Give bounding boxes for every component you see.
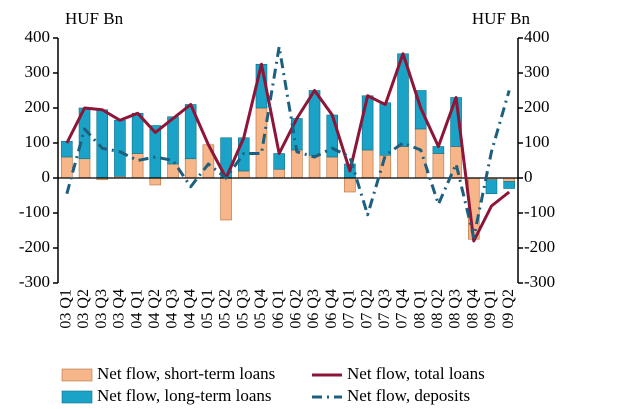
x-tick-label: 04 Q3 <box>164 289 181 329</box>
y2-tick-label: -100 <box>524 202 555 221</box>
x-tick-label: 06 Q1 <box>270 289 287 329</box>
y2-tick-label: 0 <box>524 167 533 186</box>
bar <box>149 177 162 186</box>
y2-tick-label: 100 <box>524 132 550 151</box>
legend-swatch <box>61 390 93 404</box>
bar <box>450 146 462 179</box>
bar <box>167 116 179 165</box>
bar <box>273 168 285 179</box>
x-tick-label: 08 Q4 <box>464 289 481 329</box>
x-tick-label: 05 Q2 <box>217 289 234 329</box>
bar <box>414 128 427 179</box>
x-tick-label: 06 Q2 <box>288 289 305 329</box>
bar <box>379 102 392 156</box>
x-tick-label: 08 Q1 <box>411 289 428 329</box>
y2-axis-label: HUF Bn <box>472 9 531 28</box>
y-tick-label: 300 <box>25 62 51 81</box>
line <box>65 52 511 243</box>
y2-tick-label: 300 <box>524 62 550 81</box>
y-tick-label: 0 <box>42 167 51 186</box>
x-tick-label: 07 Q1 <box>341 289 358 329</box>
bar <box>96 109 109 179</box>
y-tick-label: -200 <box>19 237 50 256</box>
bar <box>344 177 356 193</box>
bar <box>308 154 321 179</box>
x-tick-label: 06 Q3 <box>305 289 322 329</box>
bar <box>184 158 197 179</box>
bar <box>61 156 73 179</box>
y2-tick-label: 200 <box>524 97 550 116</box>
x-tick-label: 04 Q4 <box>181 289 198 329</box>
y-tick-label: -100 <box>19 202 50 221</box>
bar <box>503 181 515 189</box>
y-axis-label: HUF Bn <box>65 9 124 28</box>
x-tick-label: 03 Q2 <box>75 289 92 329</box>
bar <box>291 149 303 179</box>
y2-tick-label: -200 <box>524 237 555 256</box>
x-tick-label: 07 Q4 <box>394 289 411 329</box>
legend-label: Net flow, short-term loans <box>97 364 275 383</box>
bar <box>237 170 250 179</box>
y2-tick-label: -300 <box>524 272 555 291</box>
y-tick-label: -300 <box>19 272 50 291</box>
bar <box>255 107 268 179</box>
y-tick-label: 200 <box>25 97 51 116</box>
x-tick-label: 05 Q1 <box>199 289 216 329</box>
bar <box>167 163 179 179</box>
y2-tick-label: 400 <box>524 27 550 46</box>
x-tick-label: 04 Q1 <box>128 289 145 329</box>
bar <box>361 149 374 179</box>
x-tick-label: 07 Q2 <box>358 289 375 329</box>
bar <box>61 140 73 158</box>
x-tick-label: 05 Q3 <box>234 289 251 329</box>
x-tick-label: 06 Q4 <box>323 289 340 329</box>
bar <box>326 156 339 179</box>
x-tick-label: 09 Q2 <box>500 289 517 329</box>
x-tick-label: 09 Q1 <box>482 289 499 329</box>
bar <box>361 95 374 151</box>
bar <box>432 153 445 179</box>
bar <box>397 146 409 179</box>
x-tick-label: 08 Q3 <box>447 289 464 329</box>
x-tick-label: 03 Q4 <box>111 289 128 329</box>
bar <box>485 179 498 195</box>
legend-label: Net flow, deposits <box>347 386 470 405</box>
y-tick-label: 400 <box>25 27 51 46</box>
x-tick-label: 04 Q2 <box>146 289 163 329</box>
legend-swatch <box>61 368 93 382</box>
y-tick-label: 100 <box>25 132 51 151</box>
x-tick-label: 05 Q4 <box>252 289 269 329</box>
x-tick-label: 03 Q1 <box>58 289 75 329</box>
bar <box>78 158 91 179</box>
line <box>65 45 511 239</box>
legend-label: Net flow, long-term loans <box>97 386 272 405</box>
x-tick-label: 03 Q3 <box>93 289 110 329</box>
x-tick-label: 08 Q2 <box>429 289 446 329</box>
x-tick-label: 07 Q3 <box>376 289 393 329</box>
legend-label: Net flow, total loans <box>347 364 485 383</box>
bar <box>114 119 126 177</box>
bar <box>220 177 232 221</box>
bar <box>273 153 285 170</box>
bar <box>308 90 321 156</box>
